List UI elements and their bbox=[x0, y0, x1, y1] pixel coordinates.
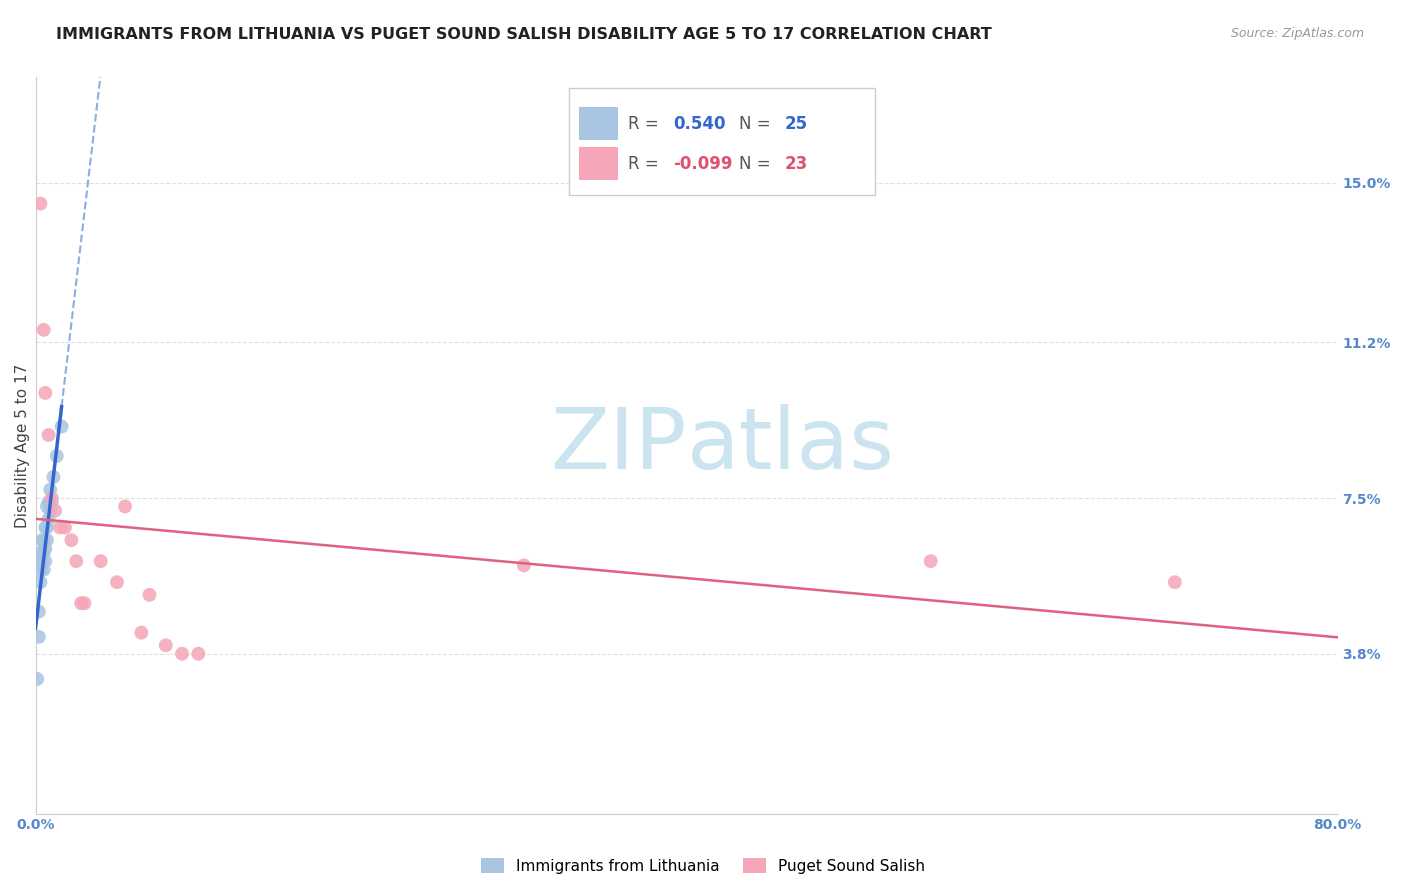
Point bbox=[30, 575, 52, 590]
Text: Source: ZipAtlas.com: Source: ZipAtlas.com bbox=[1230, 27, 1364, 40]
Text: R =: R = bbox=[628, 155, 664, 173]
Point bbox=[45, 449, 67, 463]
Point bbox=[51, 419, 73, 434]
FancyBboxPatch shape bbox=[578, 147, 617, 180]
Point bbox=[32, 546, 55, 560]
Point bbox=[34, 541, 56, 556]
Point bbox=[131, 625, 153, 640]
Point bbox=[31, 554, 53, 568]
Point bbox=[34, 385, 56, 400]
Point bbox=[38, 512, 60, 526]
FancyBboxPatch shape bbox=[569, 88, 876, 195]
Point bbox=[42, 470, 65, 484]
Point bbox=[30, 196, 52, 211]
Point bbox=[49, 520, 72, 534]
Point bbox=[60, 533, 83, 548]
Point bbox=[187, 647, 209, 661]
Y-axis label: Disability Age 5 to 17: Disability Age 5 to 17 bbox=[15, 363, 30, 527]
Point bbox=[138, 588, 160, 602]
Point bbox=[30, 563, 52, 577]
FancyBboxPatch shape bbox=[578, 107, 617, 140]
Text: R =: R = bbox=[628, 115, 664, 133]
Point bbox=[35, 520, 58, 534]
Point bbox=[35, 533, 58, 548]
Point bbox=[65, 554, 87, 568]
Point bbox=[30, 546, 52, 560]
Text: N =: N = bbox=[738, 115, 776, 133]
Point bbox=[155, 638, 177, 652]
Text: 25: 25 bbox=[785, 115, 807, 133]
Point bbox=[38, 495, 60, 509]
Point bbox=[53, 520, 76, 534]
Point bbox=[32, 563, 55, 577]
Point bbox=[114, 500, 136, 514]
Point bbox=[32, 533, 55, 548]
Point bbox=[41, 495, 63, 509]
Text: atlas: atlas bbox=[686, 404, 894, 487]
Point bbox=[28, 605, 51, 619]
Point bbox=[105, 575, 128, 590]
Point bbox=[513, 558, 536, 573]
Point bbox=[170, 647, 193, 661]
Point bbox=[73, 596, 96, 610]
Text: -0.099: -0.099 bbox=[673, 155, 733, 173]
Point bbox=[41, 491, 63, 505]
Point bbox=[90, 554, 112, 568]
Point bbox=[70, 596, 93, 610]
Point bbox=[32, 323, 55, 337]
Point bbox=[28, 630, 51, 644]
Point bbox=[34, 554, 56, 568]
Text: 0.540: 0.540 bbox=[673, 115, 725, 133]
Text: 23: 23 bbox=[785, 155, 807, 173]
Text: ZIP: ZIP bbox=[550, 404, 686, 487]
Legend: Immigrants from Lithuania, Puget Sound Salish: Immigrants from Lithuania, Puget Sound S… bbox=[475, 852, 931, 880]
Point bbox=[39, 504, 62, 518]
Point bbox=[44, 504, 66, 518]
Point bbox=[35, 500, 58, 514]
Point bbox=[38, 428, 60, 442]
Point bbox=[920, 554, 942, 568]
Text: IMMIGRANTS FROM LITHUANIA VS PUGET SOUND SALISH DISABILITY AGE 5 TO 17 CORRELATI: IMMIGRANTS FROM LITHUANIA VS PUGET SOUND… bbox=[56, 27, 993, 42]
Point bbox=[34, 520, 56, 534]
Point bbox=[25, 672, 48, 686]
Point bbox=[31, 533, 53, 548]
Point bbox=[39, 483, 62, 497]
Point bbox=[1164, 575, 1187, 590]
Text: N =: N = bbox=[738, 155, 776, 173]
